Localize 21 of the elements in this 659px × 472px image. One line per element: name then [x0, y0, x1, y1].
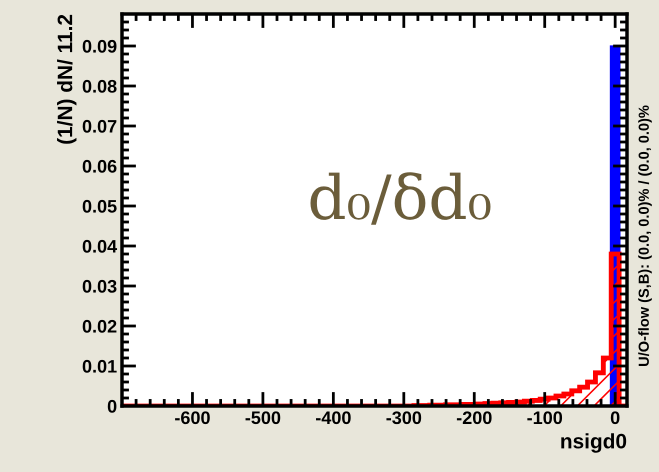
- y-axis-title: (1/N) dN/ 11.2: [57, 14, 76, 144]
- annotation: d₀/δd₀: [310, 172, 490, 225]
- x-tick-label: -600: [175, 411, 210, 424]
- x-tick-label: -100: [527, 411, 562, 424]
- y-tick-label: 0.04: [82, 240, 118, 253]
- x-axis-title: nsigd0: [561, 433, 626, 453]
- y-tick-label: 0.02: [82, 320, 116, 333]
- x-tick-label: -200: [456, 411, 492, 424]
- x-tick-label: 0: [610, 411, 620, 424]
- y-tick-label: 0.05: [82, 200, 117, 213]
- y-tick-label: 0.08: [82, 80, 117, 93]
- y-tick-label: 0.09: [82, 40, 116, 53]
- y-tick-label: 0: [108, 400, 116, 413]
- x-tick-label: -300: [386, 411, 422, 424]
- y-tick-label: 0.07: [82, 120, 116, 133]
- x-tick-label: -500: [246, 411, 280, 424]
- y-tick-label: 0.06: [82, 160, 116, 173]
- y-tick-label: 0.01: [82, 360, 117, 373]
- y-tick-label: 0.03: [82, 280, 116, 293]
- x-tick-label: -400: [316, 411, 351, 424]
- text: U/O-flow (S,B): (0.0, 0.0)% / (0.0, 0.0)%: [638, 106, 652, 366]
